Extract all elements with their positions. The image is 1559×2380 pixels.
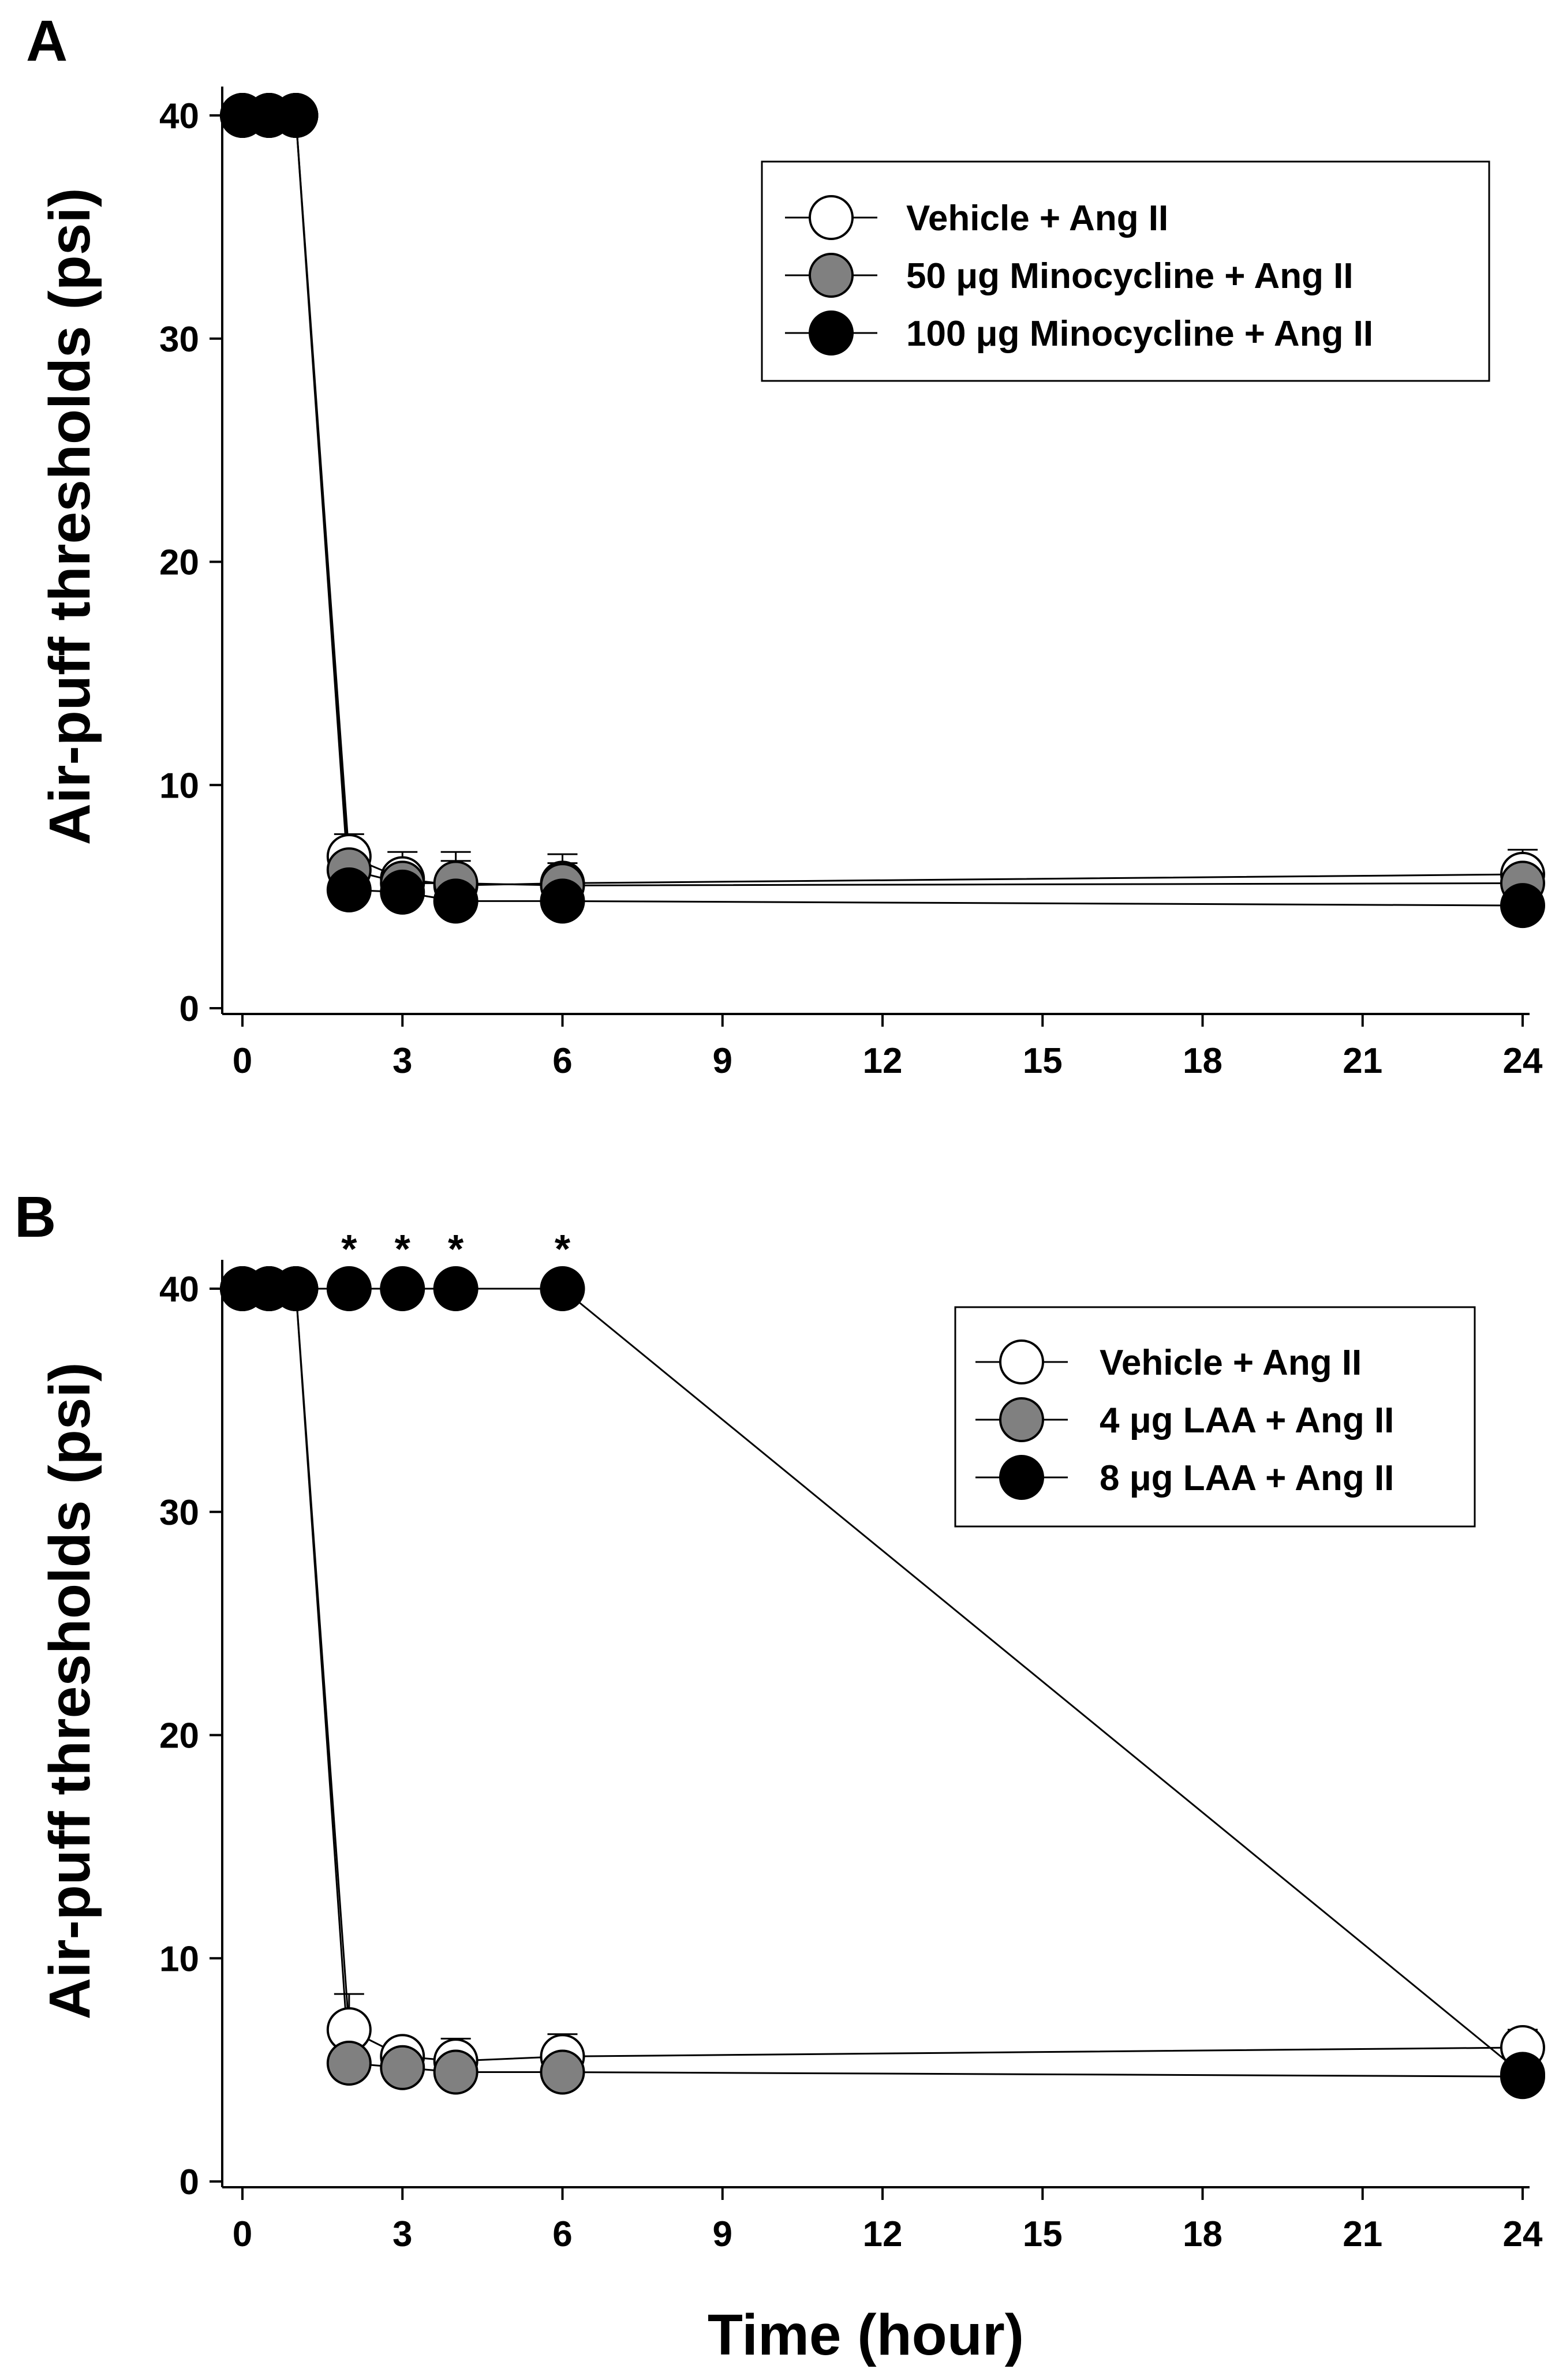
x-tick-label: 12 — [863, 1041, 903, 1081]
data-point — [540, 1266, 585, 1311]
x-tick-label: 3 — [392, 2214, 412, 2254]
annotation-layer: * * * * — [341, 1226, 571, 1271]
y-axis-label: Air-puff thresholds (psi) — [38, 1363, 102, 2020]
y-tick-label: 40 — [159, 1270, 199, 1309]
legend-label: 8 μg LAA + Ang II — [1100, 1458, 1394, 1498]
legend: Vehicle + Ang II 4 μg LAA + Ang II 8 μg … — [954, 1306, 1476, 1528]
legend-box — [761, 160, 1490, 382]
x-tick-label: 18 — [1183, 2214, 1222, 2254]
data-point — [326, 2041, 372, 2086]
y-tick-label: 0 — [180, 989, 199, 1029]
x-tick-label: 15 — [1023, 2214, 1063, 2254]
y-tick-label: 40 — [159, 96, 199, 136]
x-tick-label: 15 — [1023, 1041, 1063, 1081]
y-axis-label: Air-puff thresholds (psi) — [38, 188, 102, 845]
axes: 0 10 20 30 40 0 3 6 9 12 15 18 21 24 — [159, 1260, 1543, 2254]
legend-marker — [999, 1455, 1044, 1500]
y-tick-label: 20 — [159, 1716, 199, 1756]
data-point — [433, 1266, 478, 1311]
data-point — [380, 2045, 425, 2090]
y-tick-label: 0 — [180, 2162, 199, 2202]
panel-a: A Air-puff thresholds (psi) 0 10 20 30 40 0 3 6… — [26, 9, 1545, 1081]
y-tick-label: 30 — [159, 320, 199, 360]
x-axis-label: Time (hour) — [708, 2303, 1024, 2367]
legend-label: Vehicle + Ang II — [906, 199, 1168, 238]
legend-label: 50 μg Minocycline + Ang II — [906, 256, 1354, 296]
significance-marker: * — [395, 1226, 411, 1271]
data-point — [273, 1266, 319, 1311]
x-tick-label: 6 — [552, 2214, 572, 2254]
y-tick-label: 30 — [159, 1493, 199, 1533]
x-tick-label: 3 — [392, 1041, 412, 1081]
data-point — [326, 1266, 372, 1311]
x-tick-label: 21 — [1343, 1041, 1382, 1081]
panel-b: B Air-puff thresholds (psi) 0 10 20 30 40 0 3 6… — [14, 1185, 1545, 2367]
panel-letter: B — [14, 1185, 56, 1249]
data-point — [433, 2049, 478, 2095]
significance-marker: * — [555, 1226, 571, 1271]
legend-label: Vehicle + Ang II — [1100, 1343, 1362, 1383]
data-point — [326, 867, 372, 913]
x-tick-label: 24 — [1503, 2214, 1543, 2254]
legend-label: 4 μg LAA + Ang II — [1100, 1401, 1394, 1440]
data-point — [1500, 883, 1545, 929]
y-tick-label: 20 — [159, 543, 199, 583]
series-layer — [220, 93, 1545, 929]
x-tick-label: 6 — [552, 1041, 572, 1081]
x-tick-label: 0 — [233, 1041, 252, 1081]
x-tick-label: 0 — [233, 2214, 252, 2254]
legend-marker — [999, 1339, 1044, 1384]
axes: 0 10 20 30 40 0 3 6 9 12 15 18 21 24 — [159, 87, 1543, 1081]
significance-marker: * — [341, 1226, 357, 1271]
legend-label: 100 μg Minocycline + Ang II — [906, 314, 1373, 354]
legend-marker — [999, 1397, 1044, 1442]
data-point — [433, 878, 478, 924]
data-point — [540, 2049, 585, 2095]
x-tick-label: 21 — [1343, 2214, 1382, 2254]
data-point — [380, 1266, 425, 1311]
legend-marker — [809, 310, 854, 355]
legend: Vehicle + Ang II 50 μg Minocycline + Ang… — [761, 160, 1490, 382]
data-point — [273, 93, 319, 138]
y-tick-label: 10 — [159, 1939, 199, 1979]
series-layer — [220, 1266, 1545, 2100]
data-point — [1500, 2052, 1545, 2097]
x-tick-label: 18 — [1183, 1041, 1222, 1081]
significance-marker: * — [448, 1226, 464, 1271]
x-tick-label: 9 — [713, 2214, 732, 2254]
x-tick-label: 12 — [863, 2214, 903, 2254]
data-point — [380, 869, 425, 915]
legend-marker — [809, 195, 854, 240]
panel-letter: A — [26, 9, 68, 73]
x-tick-label: 9 — [713, 1041, 732, 1081]
data-point — [540, 878, 585, 924]
legend-marker — [809, 253, 854, 298]
y-tick-label: 10 — [159, 766, 199, 806]
x-tick-label: 24 — [1503, 1041, 1543, 1081]
